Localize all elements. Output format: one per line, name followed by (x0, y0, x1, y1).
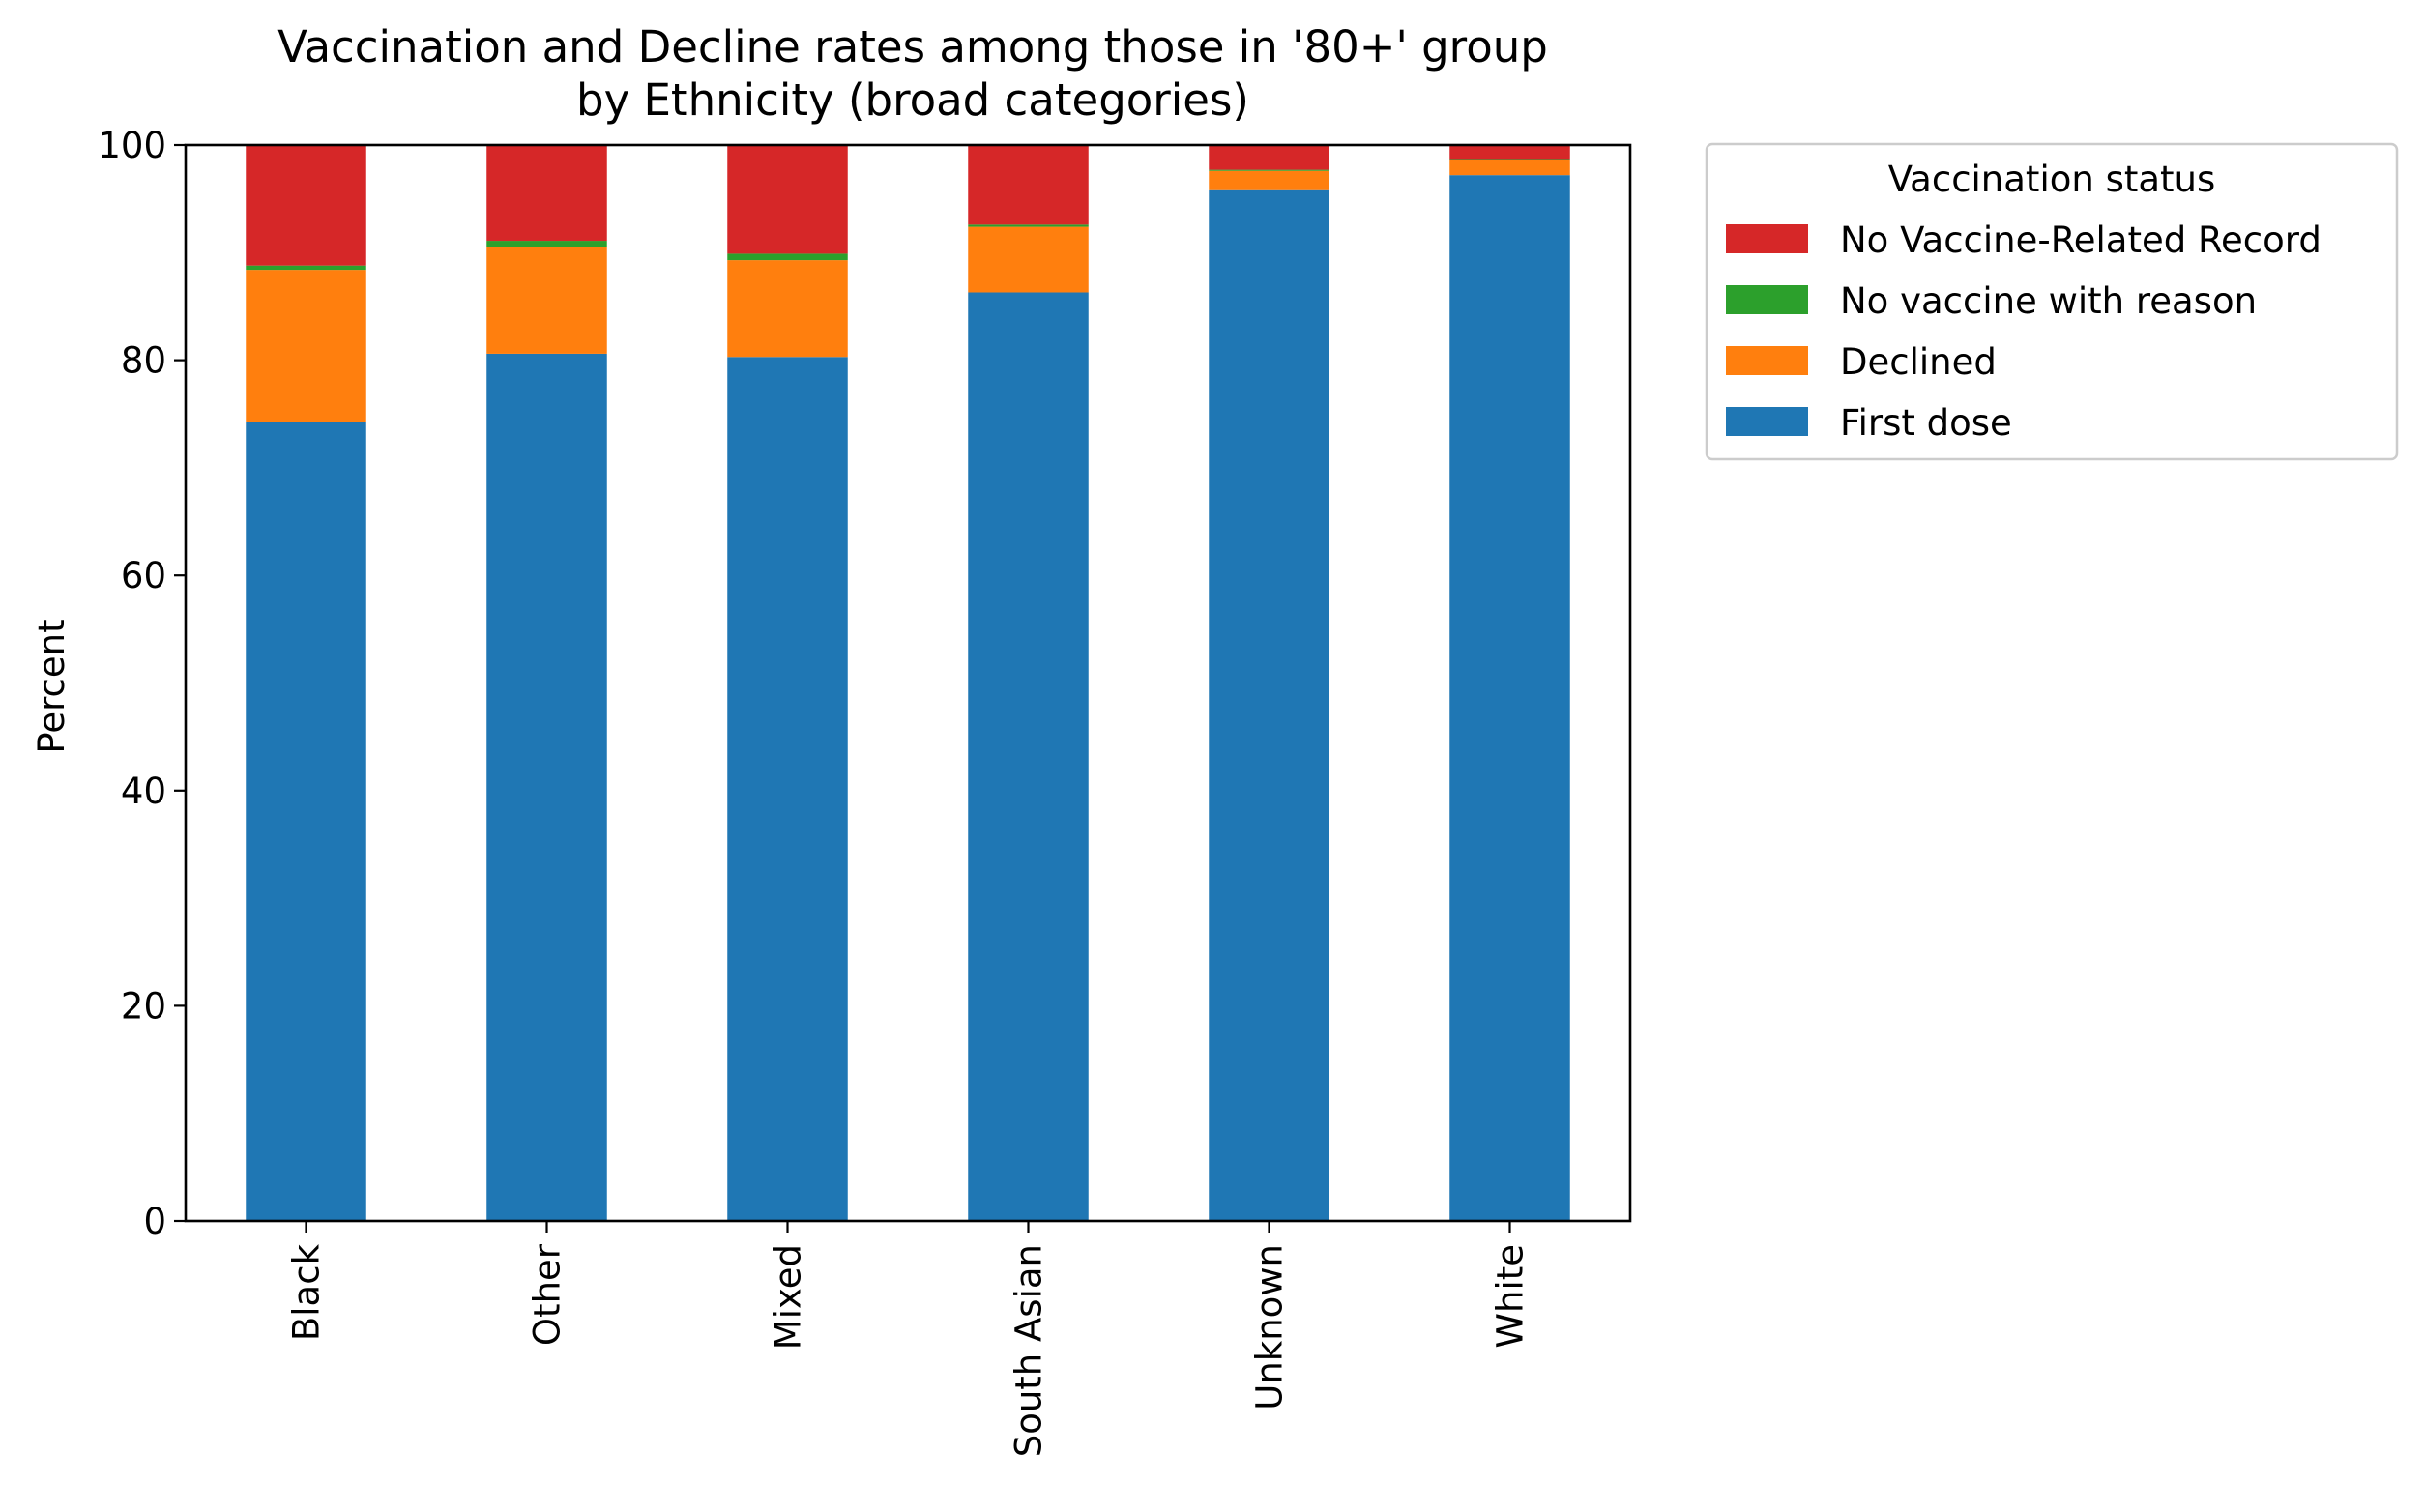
y-tick-label-0: 0 (143, 1201, 166, 1242)
bar-white-no-vaccine-related-record (1449, 145, 1570, 160)
chart-title-line1: Vaccination and Decline rates among thos… (277, 21, 1548, 73)
legend-label-no-vaccine-related-record: No Vaccine-Related Record (1840, 219, 2322, 261)
bar-unknown-no-vaccine-related-record (1209, 145, 1329, 170)
x-tick-label-unknown: Unknown (1249, 1244, 1291, 1410)
legend: Vaccination status No Vaccine-Related Re… (1705, 142, 2399, 461)
bar-south-asian-no-vaccine-related-record (968, 145, 1089, 225)
bar-other-first-dose (486, 353, 607, 1221)
legend-swatch-no-vaccine-with-reason (1726, 285, 1808, 314)
y-axis-label: Percent (31, 619, 73, 753)
legend-label-first-dose: First dose (1840, 402, 2012, 444)
bar-white-no-vaccine-with-reason (1449, 159, 1570, 160)
bar-mixed-no-vaccine-with-reason (727, 253, 848, 261)
bar-unknown-declined (1209, 170, 1329, 190)
y-tick-label-40: 40 (121, 771, 166, 812)
y-tick-label-80: 80 (121, 340, 166, 382)
bar-other-no-vaccine-related-record (486, 145, 607, 242)
bar-mixed-no-vaccine-related-record (727, 145, 848, 254)
legend-label-no-vaccine-with-reason: No vaccine with reason (1840, 280, 2257, 322)
y-tick-label-20: 20 (121, 985, 166, 1027)
y-tick-label-100: 100 (98, 125, 166, 166)
chart-title-line2: by Ethnicity (broad categories) (576, 74, 1249, 126)
x-tick-label-south-asian: South Asian (1008, 1244, 1050, 1457)
bar-other-no-vaccine-with-reason (486, 241, 607, 247)
bar-black-no-vaccine-with-reason (246, 265, 366, 271)
legend-items: No Vaccine-Related Record No vaccine with… (1726, 219, 2322, 444)
bar-white-first-dose (1449, 175, 1570, 1221)
bar-mixed-declined (727, 260, 848, 358)
bar-unknown-first-dose (1209, 189, 1329, 1221)
bar-unknown-no-vaccine-with-reason (1209, 169, 1329, 171)
bar-black-no-vaccine-related-record (246, 145, 366, 266)
x-tick-label-black: Black (286, 1243, 328, 1341)
legend-swatch-declined (1726, 346, 1808, 375)
legend-swatch-no-vaccine-related-record (1726, 224, 1808, 253)
bar-black-declined (246, 270, 366, 422)
bar-white-declined (1449, 160, 1570, 176)
x-tick-label-white: White (1490, 1244, 1532, 1349)
bar-other-declined (486, 247, 607, 354)
bar-south-asian-first-dose (968, 292, 1089, 1222)
legend-label-declined: Declined (1840, 341, 1997, 383)
y-ticks-group: 0 20 40 60 80 100 (98, 125, 186, 1242)
x-ticks-group: Black Other Mixed South Asian Unknown White (286, 1221, 1532, 1457)
x-tick-label-mixed: Mixed (768, 1244, 809, 1350)
bar-south-asian-no-vaccine-with-reason (968, 224, 1089, 227)
bar-south-asian-declined (968, 226, 1089, 293)
plot-frame (184, 143, 1632, 1223)
legend-swatch-first-dose (1726, 407, 1808, 436)
y-tick-label-60: 60 (121, 555, 166, 596)
bars-group (246, 145, 1570, 1222)
bar-mixed-first-dose (727, 357, 848, 1221)
x-tick-label-other: Other (527, 1243, 569, 1346)
legend-title: Vaccination status (1888, 159, 2216, 200)
legend-box (1705, 142, 2399, 461)
bar-black-first-dose (246, 422, 366, 1221)
